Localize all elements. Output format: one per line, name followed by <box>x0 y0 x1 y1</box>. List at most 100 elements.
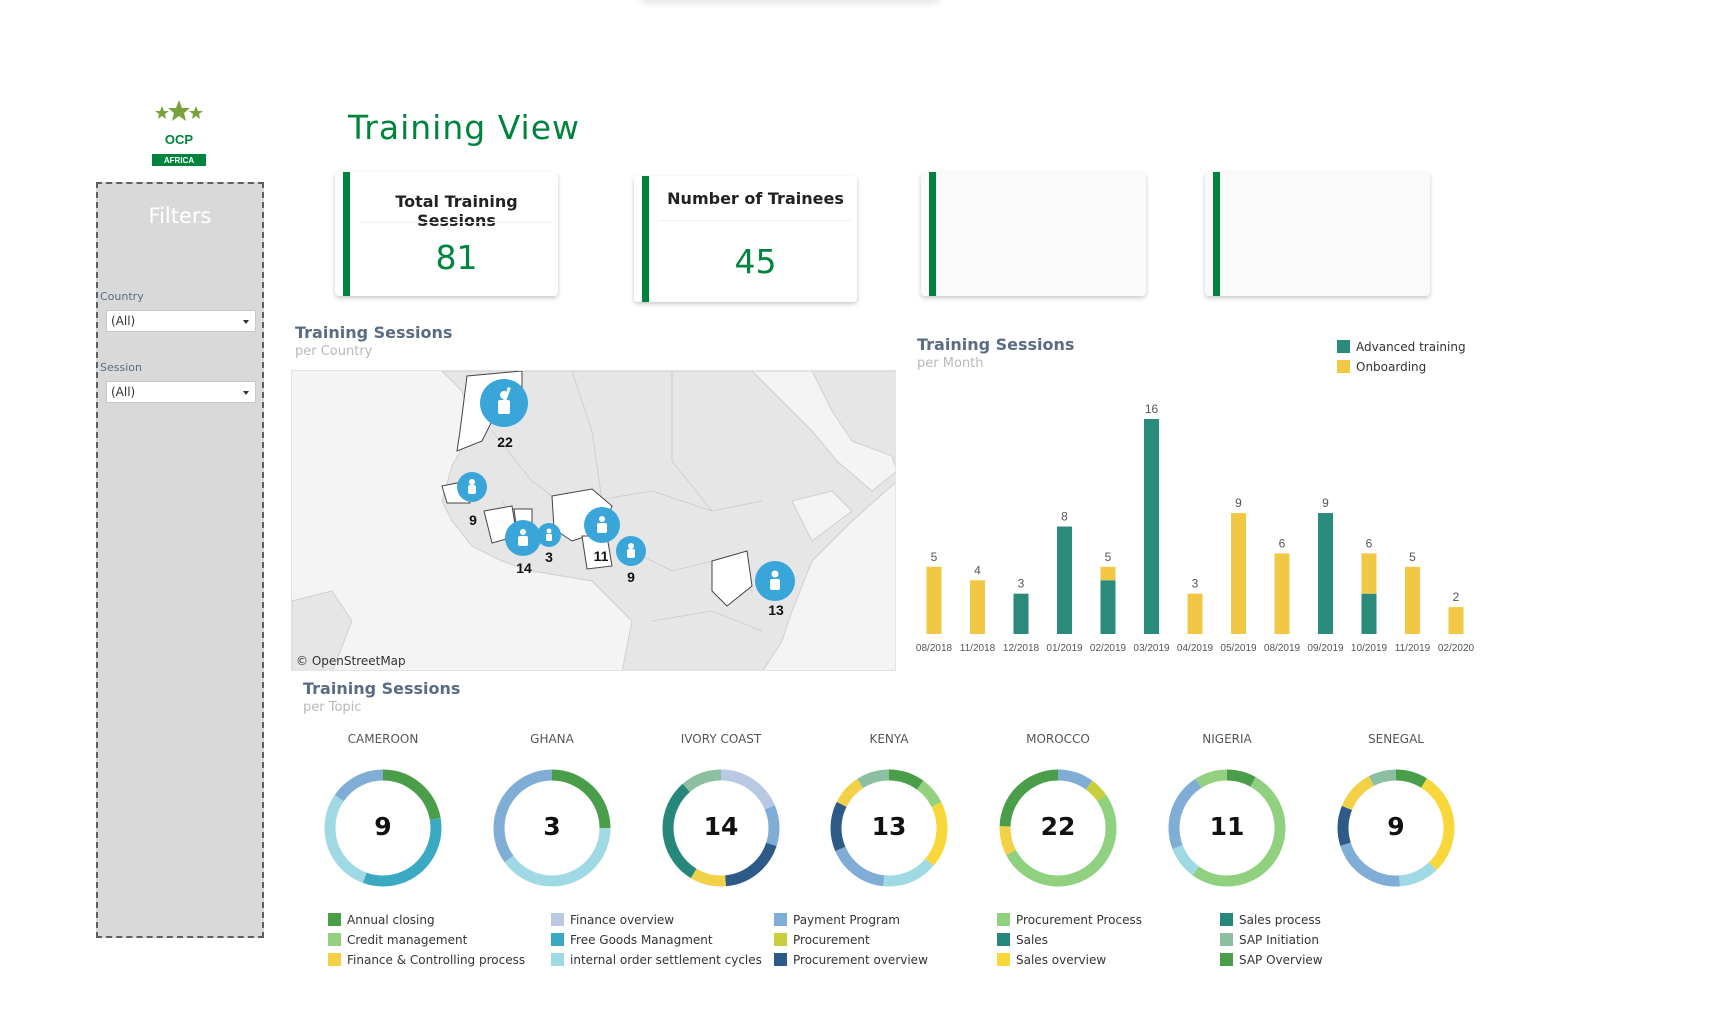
donut-country-label: NIGERIA <box>1202 732 1252 746</box>
bar-total-label: 16 <box>1145 402 1159 416</box>
map-marker-senegal[interactable] <box>457 472 487 502</box>
bar-advanced[interactable] <box>1144 419 1159 634</box>
x-tick-label: 11/2019 <box>1395 643 1431 654</box>
donut-chart[interactable] <box>1157 758 1297 898</box>
map-markers <box>457 379 795 601</box>
bar-advanced[interactable] <box>1013 593 1029 634</box>
donut-segment[interactable] <box>1168 769 1286 887</box>
donut-chart[interactable] <box>313 758 453 898</box>
donut-segment[interactable] <box>1168 769 1286 887</box>
donut-country-label: KENYA <box>869 732 909 746</box>
bar-onboarding[interactable] <box>1361 553 1377 594</box>
session-filter-dropdown[interactable]: (All) <box>106 381 256 403</box>
topic-legend-item[interactable]: Procurement Process <box>997 913 1142 927</box>
legend-label: Procurement Process <box>1016 913 1143 927</box>
donut-chart[interactable] <box>651 758 791 898</box>
donut-segment[interactable] <box>999 769 1117 887</box>
map-marker-ghana[interactable] <box>537 523 561 547</box>
donut-segment[interactable] <box>324 769 442 887</box>
donut-segment[interactable] <box>999 769 1117 887</box>
bar-onboarding[interactable] <box>1100 566 1116 581</box>
topic-legend-item[interactable]: internal order settlement cycles <box>551 953 762 967</box>
logo-badge: AFRICA <box>164 156 194 165</box>
donut-chart[interactable] <box>482 758 622 898</box>
kpi-accent-bar <box>642 176 649 302</box>
bar-onboarding[interactable] <box>1405 566 1420 634</box>
map-marker-label: 11 <box>594 548 609 564</box>
donut-segment[interactable] <box>662 769 780 887</box>
month-bar-chart[interactable]: 5 08/2018 4 11/2018 3 12/2018 8 01/2019 5 02/2019… <box>905 398 1485 660</box>
donut-segment[interactable] <box>830 769 948 887</box>
donut-country-label: GHANA <box>530 732 574 746</box>
africa-map[interactable]: 22 9 14 3 11 9 13 © OpenStreetMap <box>291 370 896 671</box>
bar-total-label: 5 <box>931 550 938 564</box>
donut-segment[interactable] <box>1337 769 1455 887</box>
donut-segment[interactable] <box>662 769 780 887</box>
map-marker-kenya[interactable] <box>755 561 795 601</box>
topic-legend: Annual closing Credit management Finance &… <box>328 913 1348 977</box>
topic-legend-item[interactable]: Procurement <box>774 933 870 947</box>
x-tick-label: 09/2019 <box>1307 643 1344 654</box>
topic-legend-item[interactable]: Sales process <box>1220 913 1321 927</box>
bar-advanced[interactable] <box>1057 526 1072 635</box>
chevron-down-icon <box>243 391 249 395</box>
bar-onboarding[interactable] <box>970 580 985 634</box>
donut-segment[interactable] <box>493 769 611 887</box>
kpi-divider <box>658 220 851 221</box>
legend-swatch <box>328 913 341 926</box>
donut-segment[interactable] <box>830 769 948 887</box>
session-filter-label: Session <box>100 361 142 374</box>
map-marker-cameroon[interactable] <box>616 536 646 566</box>
bar-advanced[interactable] <box>1100 580 1116 634</box>
bar-advanced[interactable] <box>1318 513 1333 634</box>
country-filter-dropdown[interactable]: (All) <box>106 310 256 332</box>
topic-legend-item[interactable]: SAP Initiation <box>1220 933 1319 947</box>
legend-swatch <box>997 933 1010 946</box>
donut-segment[interactable] <box>324 769 442 887</box>
ocp-africa-logo: OCP AFRICA <box>148 98 210 170</box>
donut-segment[interactable] <box>1168 769 1286 887</box>
bar-onboarding[interactable] <box>1448 607 1464 634</box>
donut-segment[interactable] <box>1337 769 1455 887</box>
bar-onboarding[interactable] <box>1231 513 1246 634</box>
donut-segment[interactable] <box>1337 769 1455 887</box>
filters-panel: Filters Country (All) Session (All) <box>96 182 264 938</box>
donut-segment[interactable] <box>662 769 780 887</box>
donut-segment[interactable] <box>830 769 948 887</box>
donut-segment[interactable] <box>662 769 780 887</box>
topic-legend-item[interactable]: Credit management <box>328 933 467 947</box>
x-tick-label: 10/2019 <box>1351 643 1388 654</box>
topic-legend-item[interactable]: Free Goods Managment <box>551 933 713 947</box>
topic-legend-item[interactable]: Finance & Controlling process <box>328 953 525 967</box>
donut-chart[interactable] <box>988 758 1128 898</box>
kpi-accent-bar <box>929 172 936 296</box>
topic-legend-item[interactable]: Payment Program <box>774 913 900 927</box>
map-marker-nigeria[interactable] <box>584 507 620 543</box>
bar-onboarding[interactable] <box>1274 553 1290 634</box>
donut-segment[interactable] <box>1337 769 1455 887</box>
topic-legend-item[interactable]: Procurement overview <box>774 953 928 967</box>
donut-segment[interactable] <box>830 769 948 887</box>
map-marker-morocco[interactable] <box>480 379 528 427</box>
topic-legend-item[interactable]: Annual closing <box>328 913 435 927</box>
map-marker-ivory-coast[interactable] <box>505 520 541 556</box>
bar-advanced[interactable] <box>1361 593 1377 634</box>
kpi-accent-bar <box>1213 172 1220 296</box>
legend-item-advanced[interactable]: Advanced training <box>1337 340 1466 354</box>
legend-item-onboarding[interactable]: Onboarding <box>1337 360 1466 374</box>
bar-onboarding[interactable] <box>1187 593 1203 634</box>
topic-section-subtitle: per Topic <box>303 700 362 715</box>
donut-segment[interactable] <box>493 769 611 887</box>
donut-segment[interactable] <box>999 769 1117 887</box>
legend-swatch <box>774 953 787 966</box>
donut-chart[interactable] <box>819 758 959 898</box>
bar-onboarding[interactable] <box>926 566 942 634</box>
topic-legend-item[interactable]: Sales <box>997 933 1048 947</box>
topic-legend-item[interactable]: SAP Overview <box>1220 953 1323 967</box>
topic-legend-item[interactable]: Sales overview <box>997 953 1106 967</box>
topic-legend-item[interactable]: Finance overview <box>551 913 674 927</box>
donut-segment[interactable] <box>324 769 442 887</box>
bar-total-label: 6 <box>1366 536 1373 550</box>
donut-chart[interactable] <box>1326 758 1466 898</box>
kpi-card-empty-1 <box>921 172 1146 296</box>
